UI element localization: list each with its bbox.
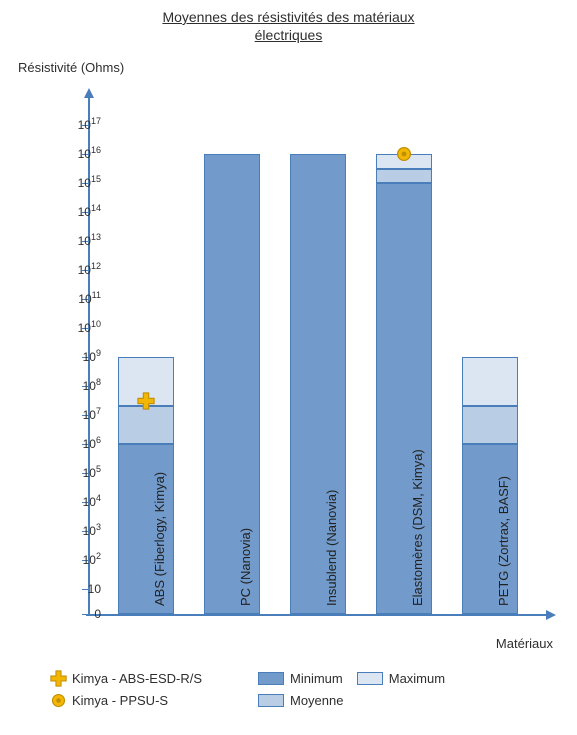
ytick-label-3: 103	[41, 525, 101, 537]
ytick-label-9: 109	[41, 351, 101, 363]
y-axis-arrowhead-icon	[84, 88, 94, 98]
ytick-label-11: 1011	[41, 293, 101, 305]
legend-label-bullseye: Kimya - PPSU-S	[72, 693, 168, 708]
ytick-label-1: 10	[41, 583, 101, 595]
ytick-label-4: 104	[41, 496, 101, 508]
plus-marker-icon	[137, 392, 155, 410]
chart-title-line1: Moyennes des résistivités des matériaux	[162, 9, 414, 25]
ytick-label-12: 1012	[41, 264, 101, 276]
legend-row-2: Kimya - PPSU-S Moyenne	[48, 693, 548, 708]
bar-category-label: PC (Nanovia)	[238, 528, 253, 606]
ytick-label-17: 1017	[41, 119, 101, 131]
legend-item-marker-bullseye: Kimya - PPSU-S	[48, 693, 244, 708]
legend-label-maximum: Maximum	[389, 671, 445, 686]
bar-category-label: Elastomères (DSM, Kimya)	[410, 449, 425, 606]
ytick-label-14: 1014	[41, 206, 101, 218]
bar-moyenne	[462, 406, 518, 444]
legend-item-moyenne: Moyenne	[258, 693, 343, 708]
ytick-label-0: 0	[41, 608, 101, 620]
legend-swatch-maximum	[357, 672, 383, 685]
bar-category-label: Insublend (Nanovia)	[324, 490, 339, 606]
ytick-label-7: 107	[41, 409, 101, 421]
y-axis-title: Résistivité (Ohms)	[18, 60, 124, 75]
legend-row-1: Kimya - ABS-ESD-R/S Minimum Maximum	[48, 670, 548, 687]
plus-marker-icon	[48, 670, 68, 687]
chart-title-line2: électriques	[255, 27, 323, 43]
legend-label-minimum: Minimum	[290, 671, 343, 686]
bullseye-marker-icon	[396, 146, 412, 162]
ytick-label-13: 1013	[41, 235, 101, 247]
legend: Kimya - ABS-ESD-R/S Minimum Maximum Kimy…	[48, 670, 548, 714]
legend-swatch-moyenne	[258, 694, 284, 707]
x-axis-line	[86, 614, 548, 616]
bar-moyenne	[376, 169, 432, 184]
ytick-label-16: 1016	[41, 148, 101, 160]
x-axis-title: Matériaux	[496, 636, 553, 651]
legend-item-marker-plus: Kimya - ABS-ESD-R/S	[48, 670, 244, 687]
ytick-label-10: 1010	[41, 322, 101, 334]
bullseye-marker-icon	[48, 693, 68, 708]
legend-item-minimum: Minimum	[258, 671, 343, 686]
bar-moyenne	[118, 406, 174, 444]
ytick-label-5: 105	[41, 467, 101, 479]
legend-item-maximum: Maximum	[357, 671, 445, 686]
legend-label-moyenne: Moyenne	[290, 693, 343, 708]
ytick-label-15: 1015	[41, 177, 101, 189]
bar-category-label: PETG (Zortrax, BASF)	[496, 476, 511, 606]
ytick-label-8: 108	[41, 380, 101, 392]
ytick-label-6: 106	[41, 438, 101, 450]
ytick-label-2: 102	[41, 554, 101, 566]
bar-category-label: ABS (Fiberlogy, Kimya)	[152, 472, 167, 606]
plot-area: ABS (Fiberlogy, Kimya) PC (Nanovia) Insubl…	[88, 96, 546, 614]
bar-maximum	[462, 357, 518, 406]
chart-title: Moyennes des résistivités des matériaux …	[0, 0, 577, 44]
legend-label-plus: Kimya - ABS-ESD-R/S	[72, 671, 202, 686]
legend-swatch-minimum	[258, 672, 284, 685]
x-axis-arrowhead-icon	[546, 610, 556, 620]
